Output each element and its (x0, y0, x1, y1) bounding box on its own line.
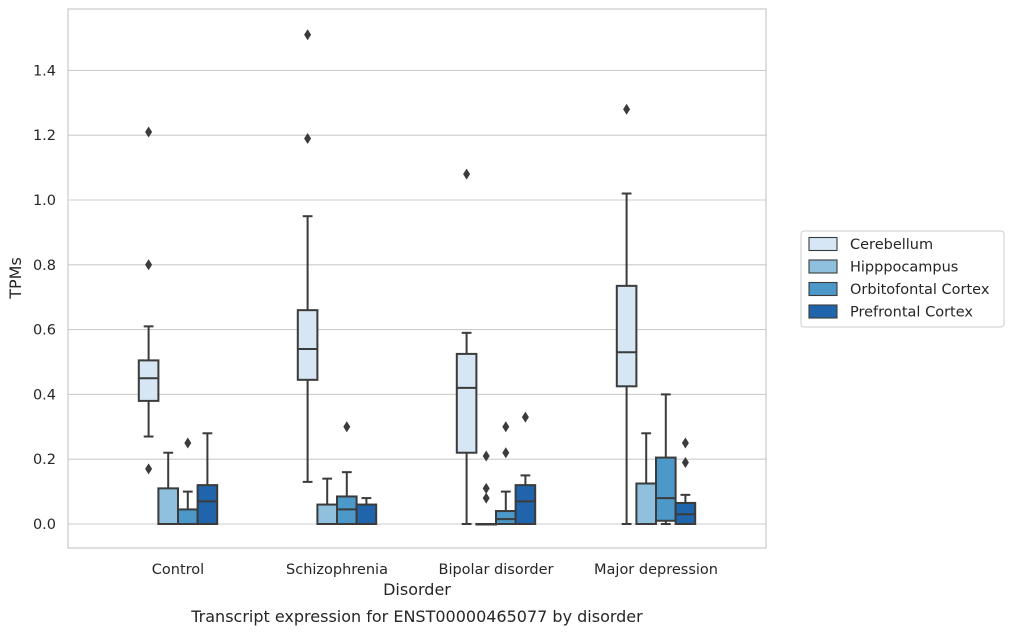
box-body (316, 503, 338, 525)
legend-swatch (808, 236, 838, 252)
gridlines (68, 69, 766, 525)
outlier-point (145, 463, 153, 475)
outlier-point (343, 421, 351, 433)
box-0-1 (296, 29, 319, 483)
box-3-1 (355, 497, 378, 525)
box-body (495, 510, 517, 526)
outlier-point (623, 103, 631, 115)
outlier-point (304, 29, 312, 41)
outlier-point (482, 482, 490, 494)
box-1-3 (635, 432, 658, 525)
box-2-0 (177, 437, 199, 526)
y-axis-ticks: 0.0 0.2 0.4 0.6 0.8 1.0 1.2 1.4 (33, 63, 56, 533)
box-body (137, 359, 160, 402)
x-tick-label: Schizophrenia (286, 562, 388, 578)
plot-frame (67, 8, 767, 549)
box-3-0 (196, 432, 219, 525)
box-body (355, 503, 378, 525)
y-tick-label: 1.0 (33, 193, 56, 209)
box-0-2 (455, 168, 478, 525)
x-tick-label: Bipolar disorder (439, 562, 554, 578)
box-1-0 (157, 451, 179, 525)
legend-swatch (808, 259, 838, 274)
box-0-3 (615, 103, 638, 525)
y-tick-label: 0.2 (33, 452, 56, 468)
outlier-point (463, 168, 471, 180)
box-body (157, 487, 179, 525)
outlier-point (502, 447, 510, 459)
outlier-point (184, 437, 192, 449)
box-series-group (137, 29, 697, 526)
outlier-point (482, 492, 490, 504)
outlier-point (502, 421, 510, 433)
outlier-point (521, 411, 529, 423)
box-0-0 (137, 126, 160, 475)
legend-label: Orbitofontal Cortex (850, 282, 990, 298)
legend-swatch (808, 304, 838, 319)
box-2-1 (336, 421, 358, 525)
box-body (296, 309, 319, 381)
outlier-point (145, 126, 153, 138)
box-body (455, 352, 478, 454)
y-tick-label: 1.2 (33, 128, 56, 144)
box-2-3 (655, 393, 677, 525)
x-tick-label: Major depression (594, 562, 718, 578)
legend-label: Hipppocampus (850, 260, 958, 276)
box-3-2 (514, 411, 537, 525)
y-tick-label: 1.4 (33, 63, 56, 79)
box-body (615, 284, 638, 388)
outlier-point (681, 437, 689, 449)
legend-swatch (808, 281, 838, 297)
y-axis-label: TPMs (6, 257, 25, 300)
x-tick-label: Control (152, 562, 204, 578)
y-tick-label: 0.8 (33, 258, 56, 274)
box-body (196, 484, 219, 525)
box-2-2 (495, 421, 517, 526)
legend-frame (800, 230, 1005, 328)
y-tick-label: 0.0 (33, 517, 56, 533)
outlier-point (681, 456, 689, 468)
outlier-point (145, 259, 153, 271)
box-body (177, 508, 199, 526)
box-body (635, 482, 658, 525)
box-3-3 (674, 437, 697, 526)
x-axis-ticks: Control Schizophrenia Bipolar disorder Majo… (152, 562, 718, 578)
y-tick-label: 0.6 (33, 323, 56, 339)
box-body (655, 456, 677, 522)
x-axis-label: Disorder (383, 580, 451, 599)
legend-label: Prefrontal Cortex (850, 305, 973, 321)
legend-label: Cerebellum (850, 237, 933, 253)
box-body (514, 484, 537, 525)
chart-title: Transcript expression for ENST0000046507… (190, 607, 643, 626)
legend: Cerebellum Hipppocampus Orbitofontal Corte… (800, 230, 1005, 328)
box-1-2 (475, 450, 497, 526)
outlier-point (482, 450, 490, 462)
y-tick-label: 0.4 (33, 387, 56, 403)
box-1-1 (316, 477, 338, 525)
outlier-point (304, 132, 312, 144)
